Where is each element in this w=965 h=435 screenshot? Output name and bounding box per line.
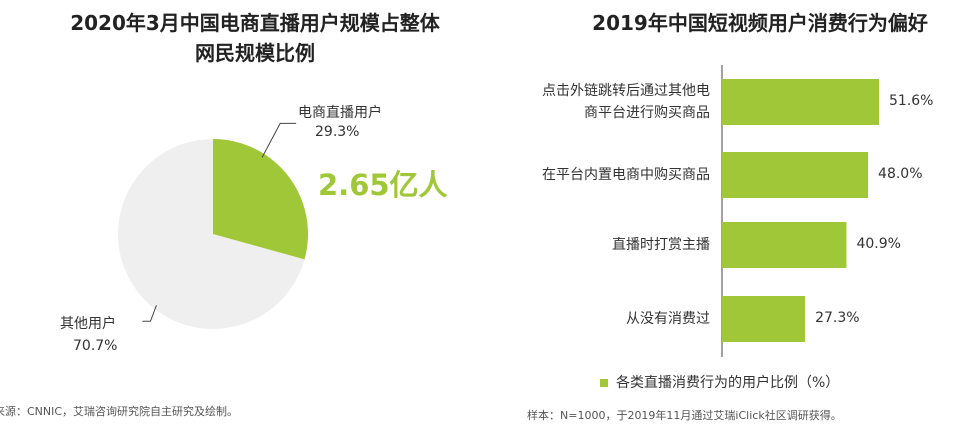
pie-label-other-users: 其他用户 bbox=[60, 316, 116, 332]
pie-leader-line-ecommerce bbox=[261, 122, 297, 158]
legend-label: 各类直播消费行为的用户比例（%） bbox=[616, 375, 840, 391]
pie-slice-other-users bbox=[117, 139, 305, 329]
pie-label-ecommerce-live-users: 电商直播用户 bbox=[298, 105, 382, 121]
pie-title-line-1: 2020年3月中国电商直播用户规模占整体 bbox=[70, 11, 440, 35]
legend-swatch bbox=[600, 379, 608, 387]
bar-value-label: 51.6% bbox=[889, 93, 934, 109]
bar-category-label: 直播时打赏主播 bbox=[510, 234, 710, 256]
bar-category-label: 从没有消费过 bbox=[510, 308, 710, 330]
bar-value-label: 27.3% bbox=[815, 310, 860, 326]
bar-0 bbox=[722, 79, 879, 125]
pie-callout-user-count: 2.65亿人 bbox=[318, 168, 448, 202]
bar-category-label-line: 直播时打赏主播 bbox=[612, 237, 710, 253]
bar-category-label-line: 商平台进行购买商品 bbox=[584, 105, 710, 121]
pie-slice-ecommerce-live-users bbox=[213, 139, 308, 260]
bar-category-label-line: 点击外链跳转后通过其他电 bbox=[542, 83, 710, 99]
pie-title-line-2: 网民规模比例 bbox=[195, 41, 315, 65]
bar-value-label: 48.0% bbox=[878, 166, 923, 182]
bar-category-label: 在平台内置电商中购买商品 bbox=[510, 164, 710, 186]
bar-value-label: 40.9% bbox=[856, 236, 901, 252]
pie-chart-title: 2020年3月中国电商直播用户规模占整体 网民规模比例 bbox=[10, 8, 500, 68]
pie-leader-line-other bbox=[142, 305, 157, 322]
bar-legend: 各类直播消费行为的用户比例（%） bbox=[600, 372, 839, 392]
bar-category-label-line: 从没有消费过 bbox=[626, 311, 710, 327]
bar-3 bbox=[722, 296, 806, 342]
bar-source-note: 样本：N=1000，于2019年11月通过艾瑞iClick社区调研获得。 bbox=[527, 409, 842, 422]
bar-category-label: 点击外链跳转后通过其他电商平台进行购买商品 bbox=[510, 80, 710, 124]
pie-value-ecommerce-live-users: 29.3% bbox=[315, 124, 360, 140]
bar-category-label-line: 在平台内置电商中购买商品 bbox=[542, 167, 710, 183]
pie-value-other-users: 70.7% bbox=[73, 338, 118, 354]
bar-1 bbox=[722, 152, 869, 198]
bar-chart-title: 2019年中国短视频用户消费行为偏好 bbox=[592, 11, 928, 35]
bar-2 bbox=[722, 222, 847, 268]
bar-group bbox=[722, 79, 879, 342]
pie-source-note: 来源：CNNIC，艾瑞咨询研究院自主研究及绘制。 bbox=[0, 405, 239, 418]
